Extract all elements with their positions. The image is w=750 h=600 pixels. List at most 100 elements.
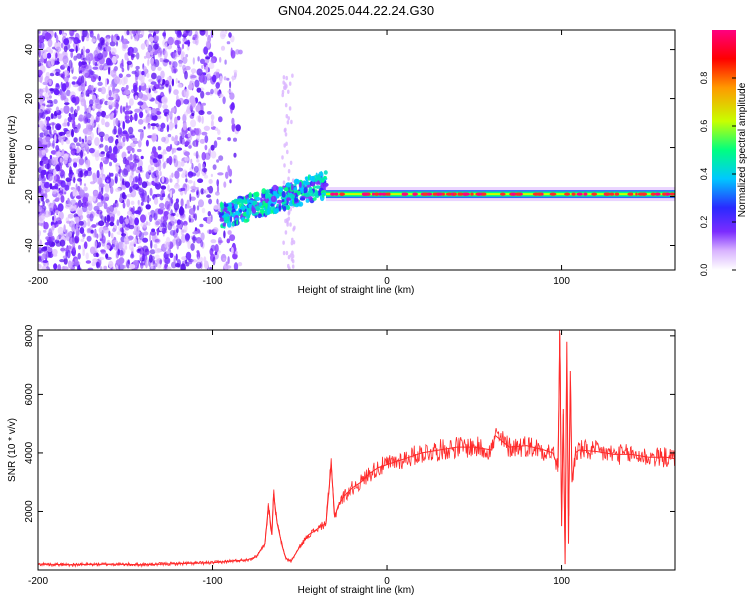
heatmap-cell — [207, 72, 211, 79]
heatmap-cell — [110, 172, 114, 177]
heatmap-cell — [122, 202, 126, 209]
heatmap-cell — [107, 58, 113, 66]
heatmap-cell — [113, 67, 118, 72]
heatmap-cell — [48, 202, 55, 211]
heatmap-cell — [168, 84, 172, 94]
heatmap-cell — [149, 249, 156, 255]
heatmap-cell — [189, 80, 196, 89]
heatmap-cell — [248, 192, 253, 199]
heatmap-cell — [76, 207, 83, 216]
heatmap-cell — [110, 186, 114, 195]
carrier-peak-cell — [330, 192, 335, 196]
heatmap-cell — [124, 89, 131, 96]
heatmap-cell — [119, 175, 123, 182]
heatmap-cell — [115, 117, 119, 126]
heatmap-cell — [226, 265, 232, 269]
heatmap-cell — [60, 91, 67, 101]
heatmap-cell — [243, 218, 249, 223]
heatmap-cell — [190, 172, 197, 177]
heatmap-cell — [203, 125, 210, 131]
colorbar-label: Normalized spectral amplitude — [737, 82, 748, 217]
heatmap-cell — [62, 55, 69, 65]
heatmap-cell — [73, 176, 76, 184]
heatmap-cell — [128, 243, 134, 251]
heatmap-cell — [38, 35, 45, 40]
heatmap-cell — [98, 256, 105, 261]
heatmap-cell — [225, 261, 228, 266]
heatmap-cell — [185, 178, 188, 183]
heatmap-cell — [174, 219, 178, 224]
heatmap-cell — [180, 51, 185, 57]
heatmap-cell — [54, 210, 60, 215]
heatmap-cell — [48, 95, 52, 99]
heatmap-cell — [175, 77, 178, 84]
heatmap-cell — [182, 64, 186, 71]
heatmap-cell — [121, 67, 125, 73]
heatmap-cell — [47, 247, 53, 253]
heatmap-cell — [190, 68, 197, 74]
heatmap-cell — [90, 114, 95, 124]
heatmap-cell — [165, 83, 169, 87]
heatmap-cell — [75, 147, 80, 154]
heatmap-cell — [38, 60, 42, 67]
heatmap-cell — [55, 46, 62, 53]
heatmap-cell — [307, 174, 310, 181]
carrier-peak-cell — [445, 192, 453, 196]
heatmap-cell — [150, 81, 157, 85]
heatmap-cell — [229, 211, 233, 217]
heatmap-cell — [39, 76, 43, 84]
heatmap-cell — [129, 175, 133, 183]
heatmap-cell — [190, 243, 195, 251]
heatmap-cell — [79, 227, 85, 234]
carrier-peak-cell — [591, 192, 598, 196]
heatmap-cell — [228, 168, 233, 177]
heatmap-cell — [97, 124, 100, 129]
colorbar-tick-label: 0.4 — [699, 168, 709, 181]
heatmap-cell — [231, 117, 235, 126]
carrier-peak-cell — [457, 192, 461, 196]
y-tick-label: 6000 — [24, 383, 35, 406]
heatmap-cell — [164, 257, 171, 265]
heatmap-cell — [57, 264, 62, 270]
heatmap-cell — [127, 156, 131, 161]
heatmap-cell — [182, 169, 188, 176]
heatmap-cell — [83, 46, 86, 55]
heatmap-cell — [208, 185, 214, 194]
heatmap-cell — [268, 201, 271, 208]
heatmap-cell — [63, 257, 68, 265]
heatmap-cell — [145, 116, 151, 124]
spectrogram-y-axis-label: Frequency (Hz) — [7, 116, 18, 185]
heatmap-cell — [116, 41, 118, 47]
heatmap-cell — [116, 219, 120, 227]
heatmap-cell — [286, 120, 290, 125]
heatmap-cell — [158, 86, 165, 90]
heatmap-cell — [134, 69, 140, 78]
heatmap-cell — [169, 111, 173, 120]
heatmap-cell — [131, 53, 136, 58]
heatmap-cell — [227, 256, 230, 265]
heatmap-cell — [175, 263, 181, 268]
heatmap-cell — [130, 116, 134, 121]
heatmap-cell — [86, 208, 89, 214]
heatmap-cell — [284, 127, 287, 132]
heatmap-cell — [96, 252, 99, 258]
heatmap-cell — [128, 98, 134, 106]
heatmap-cell — [201, 163, 205, 169]
heatmap-cell — [108, 230, 111, 237]
heatmap-cell — [93, 205, 100, 212]
heatmap-cell — [140, 43, 146, 50]
heatmap-cell — [59, 157, 63, 164]
heatmap-cell — [99, 266, 103, 270]
heatmap-cell — [162, 104, 168, 110]
heatmap-cell — [192, 231, 199, 235]
heatmap-cell — [228, 32, 232, 38]
heatmap-cell — [92, 258, 98, 263]
heatmap-cell — [121, 38, 129, 45]
heatmap-cell — [226, 41, 231, 45]
heatmap-cell — [127, 165, 130, 169]
heatmap-cell — [114, 174, 118, 184]
heatmap-cell — [139, 131, 143, 141]
heatmap-cell — [289, 160, 293, 165]
heatmap-cell — [196, 256, 201, 265]
heatmap-cell — [48, 228, 52, 237]
